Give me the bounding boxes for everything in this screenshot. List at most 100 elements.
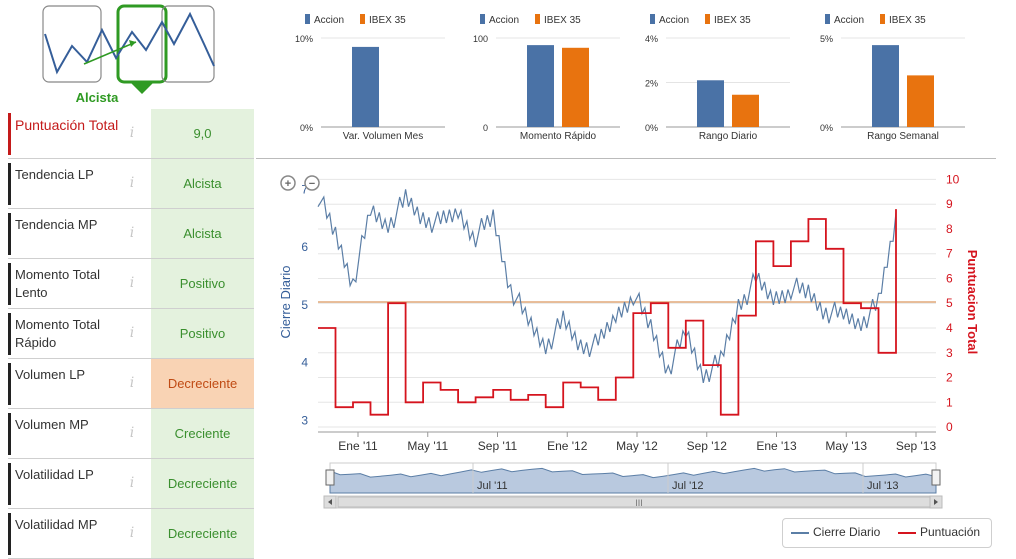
score-value: Positivo xyxy=(151,309,254,358)
row-accent-bar xyxy=(8,463,11,505)
mini-bar-chart: Accion IBEX 35 0% 2% 4% Rango Diario xyxy=(645,14,790,142)
legend-label: IBEX 35 xyxy=(544,15,581,26)
legend-score-swatch xyxy=(898,532,916,534)
info-icon[interactable]: i xyxy=(129,475,135,491)
info-icon[interactable]: i xyxy=(129,125,135,141)
score-row: Momento Total Lento i Positivo xyxy=(8,259,254,309)
y-tick-label: 3 xyxy=(301,413,308,427)
info-icon[interactable]: i xyxy=(129,525,135,541)
score-name: Momento Total Rápido xyxy=(15,317,101,350)
zoom-in-icon[interactable] xyxy=(280,175,296,191)
info-icon[interactable]: i xyxy=(129,175,135,191)
score-row: Volatilidad MP i Decreciente xyxy=(8,509,254,559)
mini-bar-chart: Accion IBEX 35 0% 5% Rango Semanal xyxy=(820,14,965,142)
row-accent-bar xyxy=(8,263,11,305)
score-value: Alcista xyxy=(151,159,254,208)
score-value: Alcista xyxy=(151,209,254,258)
y-tick-label: 10% xyxy=(295,34,313,44)
score-name: Puntuación Total xyxy=(15,117,119,133)
bar-ibex xyxy=(562,47,589,127)
y2-axis-title: Puntuacion Total xyxy=(965,250,980,354)
y-tick-label: 6 xyxy=(301,240,308,254)
x-tick-label: Sep '13 xyxy=(896,439,937,453)
score-value: Creciente xyxy=(151,409,254,458)
legend-label: IBEX 35 xyxy=(889,15,926,26)
legend-score-label[interactable]: Puntuación xyxy=(920,525,981,539)
row-accent-bar xyxy=(8,363,11,405)
chart-legend[interactable]: Cierre Diario Puntuación xyxy=(782,518,992,548)
navigator-label: Jul '13 xyxy=(867,480,898,492)
y-tick-label: 7 xyxy=(301,182,308,196)
legend-label: Accion xyxy=(489,15,519,26)
y-tick-label: 5 xyxy=(301,298,308,312)
row-accent-bar xyxy=(8,313,11,355)
score-row: Volumen LP i Decreciente xyxy=(8,359,254,409)
legend-swatch xyxy=(305,14,310,24)
legend-swatch xyxy=(480,14,485,24)
trend-label: Alcista xyxy=(75,90,119,105)
legend-swatch xyxy=(705,14,710,24)
x-tick-label: Ene '12 xyxy=(547,439,588,453)
x-tick-label: Sep '12 xyxy=(687,439,728,453)
y-tick-label: 5% xyxy=(820,34,833,44)
navigator-area xyxy=(329,467,937,494)
bar-accion xyxy=(352,46,379,127)
score-name: Volumen LP xyxy=(15,367,86,382)
trend-widget xyxy=(42,4,215,94)
score-name: Volatilidad LP xyxy=(15,467,94,482)
row-accent-bar xyxy=(8,113,11,155)
category-label: Rango Diario xyxy=(699,131,758,142)
y2-tick-label: 0 xyxy=(946,420,953,434)
row-accent-bar xyxy=(8,213,11,255)
chevron-right-icon xyxy=(934,499,938,505)
main-chart: 0 1 2 3 4 5 6 7 8 9 10 3 4 5 6 7 Cierre Diario Puntuacion… xyxy=(278,172,980,509)
row-accent-bar xyxy=(8,413,11,455)
info-icon[interactable]: i xyxy=(129,375,135,391)
navigator-right-handle[interactable] xyxy=(931,469,941,486)
navigator-left-handle[interactable] xyxy=(325,469,335,486)
info-icon[interactable]: i xyxy=(129,425,135,441)
legend-label: Accion xyxy=(834,15,864,26)
y-tick-label: 0% xyxy=(645,123,658,133)
legend-swatch xyxy=(880,14,885,24)
legend-swatch xyxy=(535,14,540,24)
x-tick-label: Ene '11 xyxy=(338,439,378,453)
legend-label: Accion xyxy=(314,15,344,26)
zoom-out-icon[interactable] xyxy=(304,175,320,191)
category-label: Momento Rápido xyxy=(520,131,597,142)
legend-label: Accion xyxy=(659,15,689,26)
bar-accion xyxy=(697,80,724,127)
info-icon[interactable]: i xyxy=(129,275,135,291)
score-row: Volumen MP i Creciente xyxy=(8,409,254,459)
y-tick-label: 2% xyxy=(645,79,658,89)
legend-label: IBEX 35 xyxy=(714,15,751,26)
y2-tick-label: 10 xyxy=(946,172,960,186)
category-label: Rango Semanal xyxy=(867,131,939,142)
y2-tick-label: 7 xyxy=(946,247,953,261)
series-close-line xyxy=(317,189,897,384)
info-icon[interactable]: i xyxy=(129,225,135,241)
legend-swatch xyxy=(360,14,365,24)
legend-label: IBEX 35 xyxy=(369,15,406,26)
score-value: Decreciente xyxy=(151,359,254,408)
y2-tick-label: 5 xyxy=(946,296,953,310)
y2-tick-label: 1 xyxy=(946,395,953,409)
category-label: Var. Volumen Mes xyxy=(343,131,423,142)
y2-tick-label: 3 xyxy=(946,346,953,360)
mini-bar-chart: Accion IBEX 35 0% 10% Var. Volumen Mes xyxy=(295,14,445,142)
scrollbar-grip[interactable]: III xyxy=(635,498,643,508)
score-row: Volatilidad LP i Decreciente xyxy=(8,459,254,509)
y2-tick-label: 2 xyxy=(946,371,953,385)
scrollbar-thumb[interactable] xyxy=(337,496,931,508)
zoom-out-icon-glyph[interactable]: − xyxy=(309,178,315,190)
legend-close-label[interactable]: Cierre Diario xyxy=(813,525,881,539)
zoom-in-icon-glyph[interactable]: + xyxy=(285,178,291,190)
mini-bar-chart: Accion IBEX 35 0 100 Momento Rápido xyxy=(473,14,620,142)
bar-ibex xyxy=(732,94,759,127)
y2-tick-label: 6 xyxy=(946,271,953,285)
legend-close-swatch xyxy=(791,532,809,534)
y-tick-label: 4% xyxy=(645,34,658,44)
info-icon[interactable]: i xyxy=(129,325,135,341)
navigator-label: Jul '11 xyxy=(477,480,508,492)
navigator-label: Jul '12 xyxy=(672,480,703,492)
